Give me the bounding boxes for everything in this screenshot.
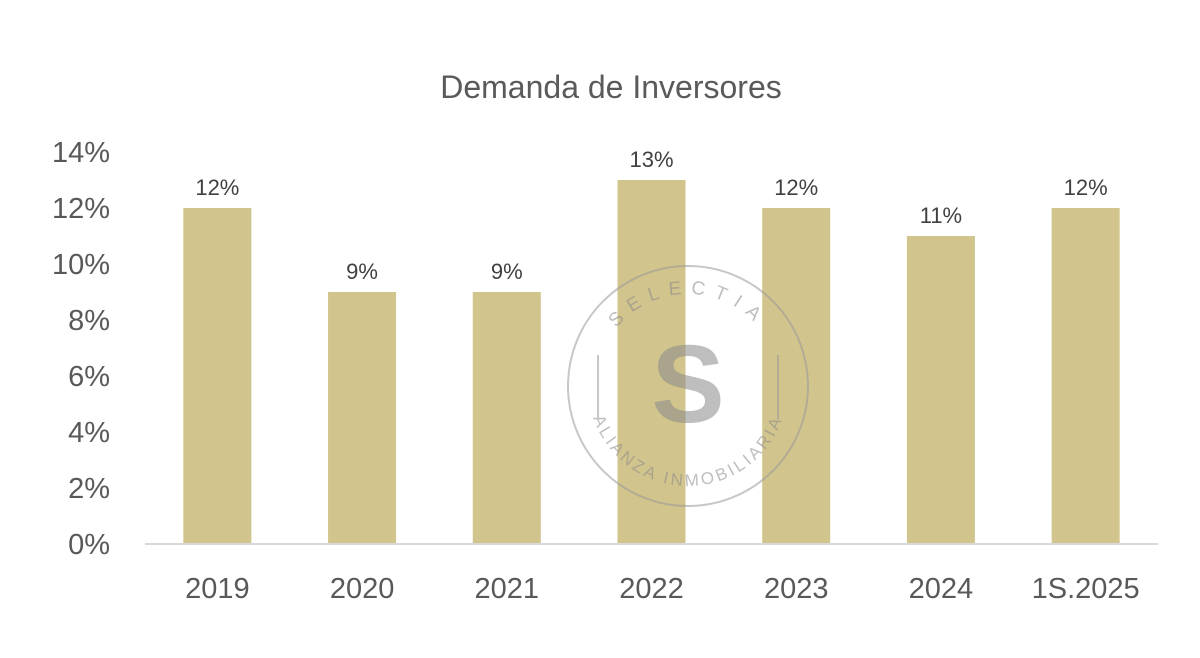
x-tick-label: 2024 bbox=[909, 573, 974, 605]
chart-title: Demanda de Inversores bbox=[440, 69, 782, 105]
y-tick-label: 12% bbox=[52, 193, 110, 225]
x-tick-label: 2021 bbox=[475, 573, 540, 605]
x-tick-label: 2020 bbox=[330, 573, 395, 605]
data-label: 9% bbox=[346, 259, 378, 284]
data-label: 9% bbox=[491, 259, 523, 284]
y-tick-label: 2% bbox=[68, 473, 110, 505]
bar-2020 bbox=[328, 292, 397, 544]
x-tick-label: 2019 bbox=[185, 573, 250, 605]
y-tick-label: 6% bbox=[68, 361, 110, 393]
watermark-monogram: S bbox=[651, 323, 724, 446]
x-tick-label: 2023 bbox=[764, 573, 829, 605]
watermark-outer-ring bbox=[567, 265, 809, 507]
y-tick-label: 14% bbox=[52, 137, 110, 169]
data-label: 11% bbox=[920, 203, 962, 228]
y-tick-label: 4% bbox=[68, 417, 110, 449]
data-labels: 12% 9% 9% 13% 12% 11% 12% bbox=[195, 147, 1107, 284]
bar-2021 bbox=[472, 292, 541, 544]
bar-2023 bbox=[762, 208, 831, 544]
bar-2022 bbox=[617, 180, 686, 544]
y-axis: 0% 2% 4% 6% 8% 10% 12% 14% bbox=[52, 137, 110, 561]
bar-2024 bbox=[906, 236, 975, 544]
x-tick-label: 1S.2025 bbox=[1032, 573, 1140, 605]
bar-1s-2025 bbox=[1051, 208, 1120, 544]
x-axis: 2019 2020 2021 2022 2023 2024 1S.2025 bbox=[185, 573, 1140, 605]
data-label: 13% bbox=[629, 147, 673, 172]
y-tick-label: 0% bbox=[68, 529, 110, 561]
bars bbox=[183, 180, 1120, 544]
y-tick-label: 8% bbox=[68, 305, 110, 337]
data-label: 12% bbox=[195, 175, 239, 200]
x-tick-label: 2022 bbox=[619, 573, 684, 605]
y-tick-label: 10% bbox=[52, 249, 110, 281]
bar-2019 bbox=[183, 208, 252, 544]
data-label: 12% bbox=[1064, 175, 1108, 200]
data-label: 12% bbox=[774, 175, 818, 200]
